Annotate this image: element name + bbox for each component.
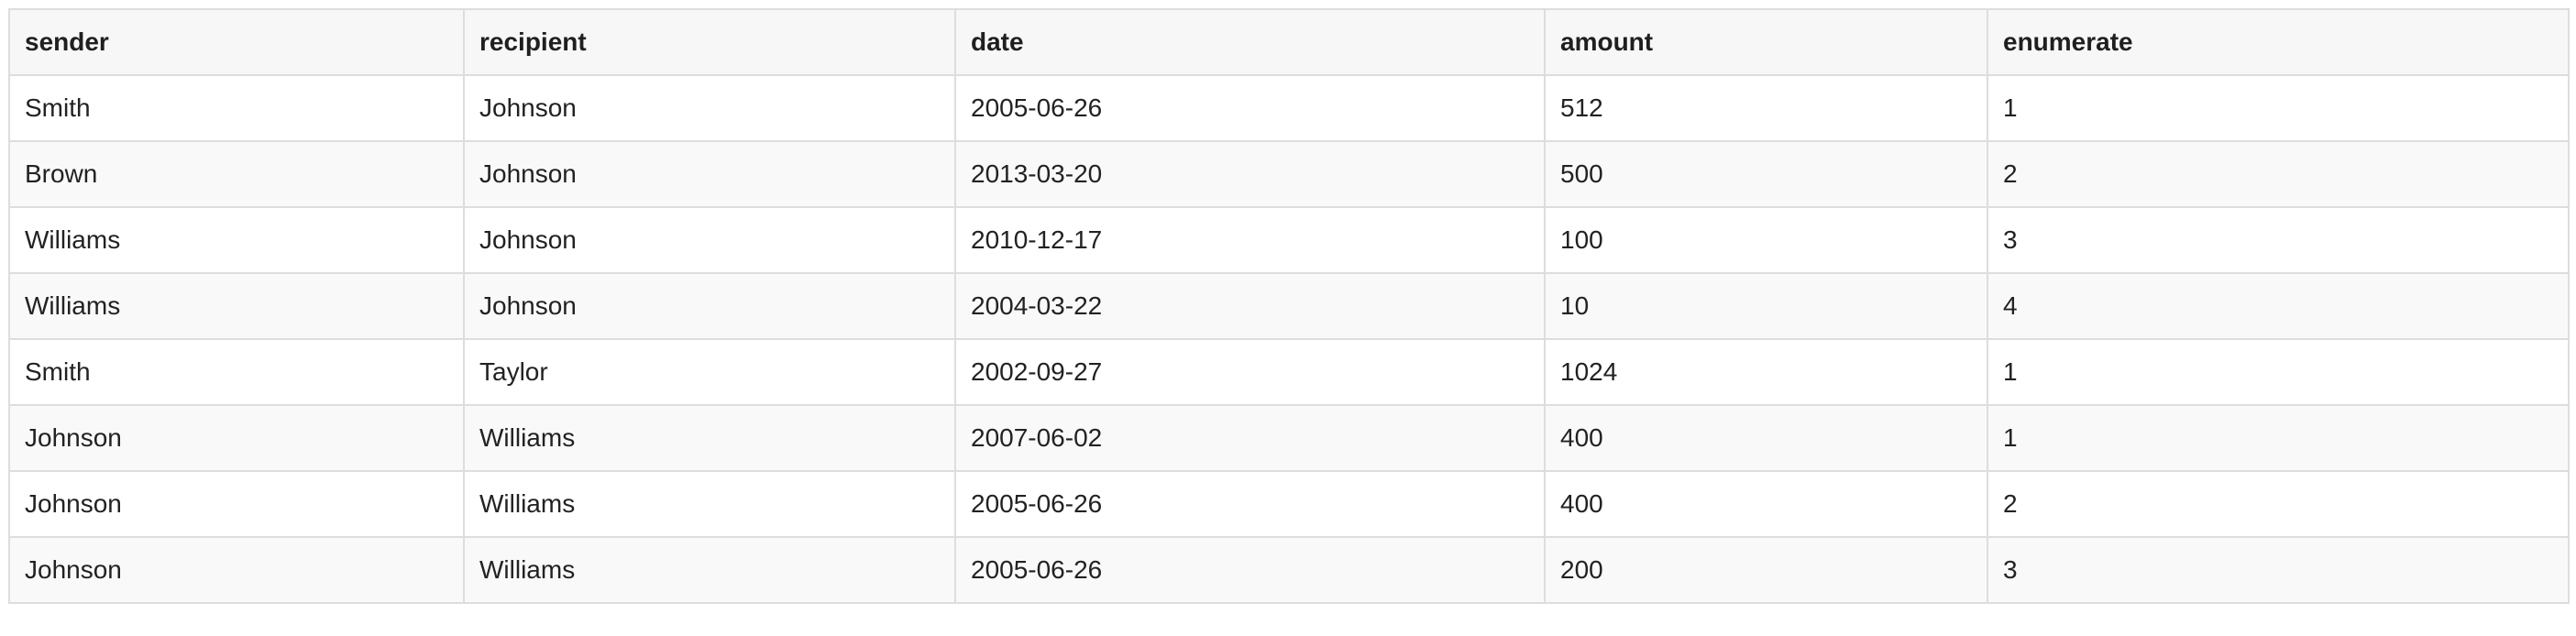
cell-sender: Smith [8,74,465,142]
cell-sender: Johnson [8,470,465,538]
cell-amount: 10 [1544,272,1988,340]
cell-amount: 200 [1544,536,1988,604]
table-row: Johnson Williams 2005-06-26 400 2 [8,470,2570,538]
cell-sender: Johnson [8,536,465,604]
cell-recipient: Johnson [463,74,956,142]
cell-sender: Smith [8,338,465,406]
cell-amount: 512 [1544,74,1988,142]
table-row: Williams Johnson 2004-03-22 10 4 [8,272,2570,340]
cell-sender: Johnson [8,404,465,472]
cell-recipient: Johnson [463,206,956,274]
cell-recipient: Johnson [463,272,956,340]
table-row: Smith Johnson 2005-06-26 512 1 [8,74,2570,142]
cell-sender: Williams [8,272,465,340]
cell-date: 2010-12-17 [954,206,1546,274]
table-header: sender recipient date amount enumerate [8,8,2570,76]
header-row: sender recipient date amount enumerate [8,8,2570,76]
results-table-container: sender recipient date amount enumerate S… [8,8,2570,604]
cell-sender: Williams [8,206,465,274]
cell-enumerate: 4 [1987,272,2570,340]
cell-date: 2005-06-26 [954,74,1546,142]
cell-date: 2007-06-02 [954,404,1546,472]
cell-amount: 400 [1544,404,1988,472]
cell-enumerate: 3 [1987,536,2570,604]
table-row: Williams Johnson 2010-12-17 100 3 [8,206,2570,274]
cell-enumerate: 1 [1987,404,2570,472]
results-table: sender recipient date amount enumerate S… [8,8,2570,604]
table-body: Smith Johnson 2005-06-26 512 1 Brown Joh… [8,74,2570,604]
column-header-enumerate: enumerate [1987,8,2570,76]
table-row: Brown Johnson 2013-03-20 500 2 [8,140,2570,208]
table-row: Johnson Williams 2005-06-26 200 3 [8,536,2570,604]
cell-amount: 500 [1544,140,1988,208]
cell-enumerate: 2 [1987,140,2570,208]
table-row: Johnson Williams 2007-06-02 400 1 [8,404,2570,472]
cell-amount: 100 [1544,206,1988,274]
cell-recipient: Williams [463,470,956,538]
column-header-sender: sender [8,8,465,76]
cell-amount: 400 [1544,470,1988,538]
cell-date: 2002-09-27 [954,338,1546,406]
cell-enumerate: 3 [1987,206,2570,274]
column-header-recipient: recipient [463,8,956,76]
cell-date: 2005-06-26 [954,536,1546,604]
column-header-amount: amount [1544,8,1988,76]
cell-enumerate: 1 [1987,74,2570,142]
cell-recipient: Williams [463,404,956,472]
cell-enumerate: 2 [1987,470,2570,538]
cell-date: 2004-03-22 [954,272,1546,340]
cell-sender: Brown [8,140,465,208]
cell-recipient: Taylor [463,338,956,406]
cell-date: 2013-03-20 [954,140,1546,208]
cell-recipient: Johnson [463,140,956,208]
cell-recipient: Williams [463,536,956,604]
table-row: Smith Taylor 2002-09-27 1024 1 [8,338,2570,406]
cell-date: 2005-06-26 [954,470,1546,538]
cell-amount: 1024 [1544,338,1988,406]
cell-enumerate: 1 [1987,338,2570,406]
column-header-date: date [954,8,1546,76]
